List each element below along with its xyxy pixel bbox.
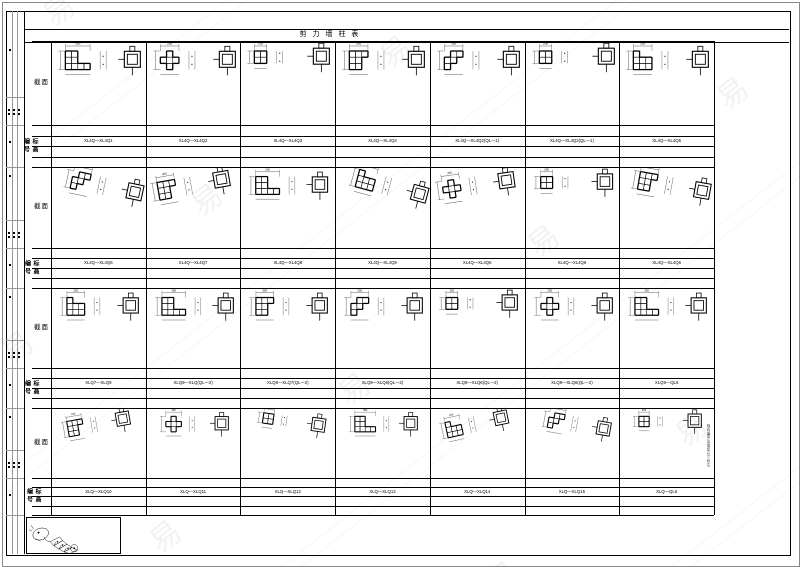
svg-text:250: 250 <box>356 42 361 46</box>
svg-text:300: 300 <box>171 408 176 411</box>
svg-text:350: 350 <box>161 171 167 176</box>
svg-text:200: 200 <box>167 42 172 46</box>
svg-text:350: 350 <box>363 408 368 411</box>
svg-text:200: 200 <box>642 408 647 411</box>
svg-text:250: 250 <box>75 42 80 46</box>
svg-text:300: 300 <box>451 42 456 46</box>
svg-text:350: 350 <box>447 171 453 176</box>
svg-text:300: 300 <box>640 42 645 46</box>
svg-text:200: 200 <box>543 42 548 46</box>
svg-text:250: 250 <box>258 42 263 46</box>
